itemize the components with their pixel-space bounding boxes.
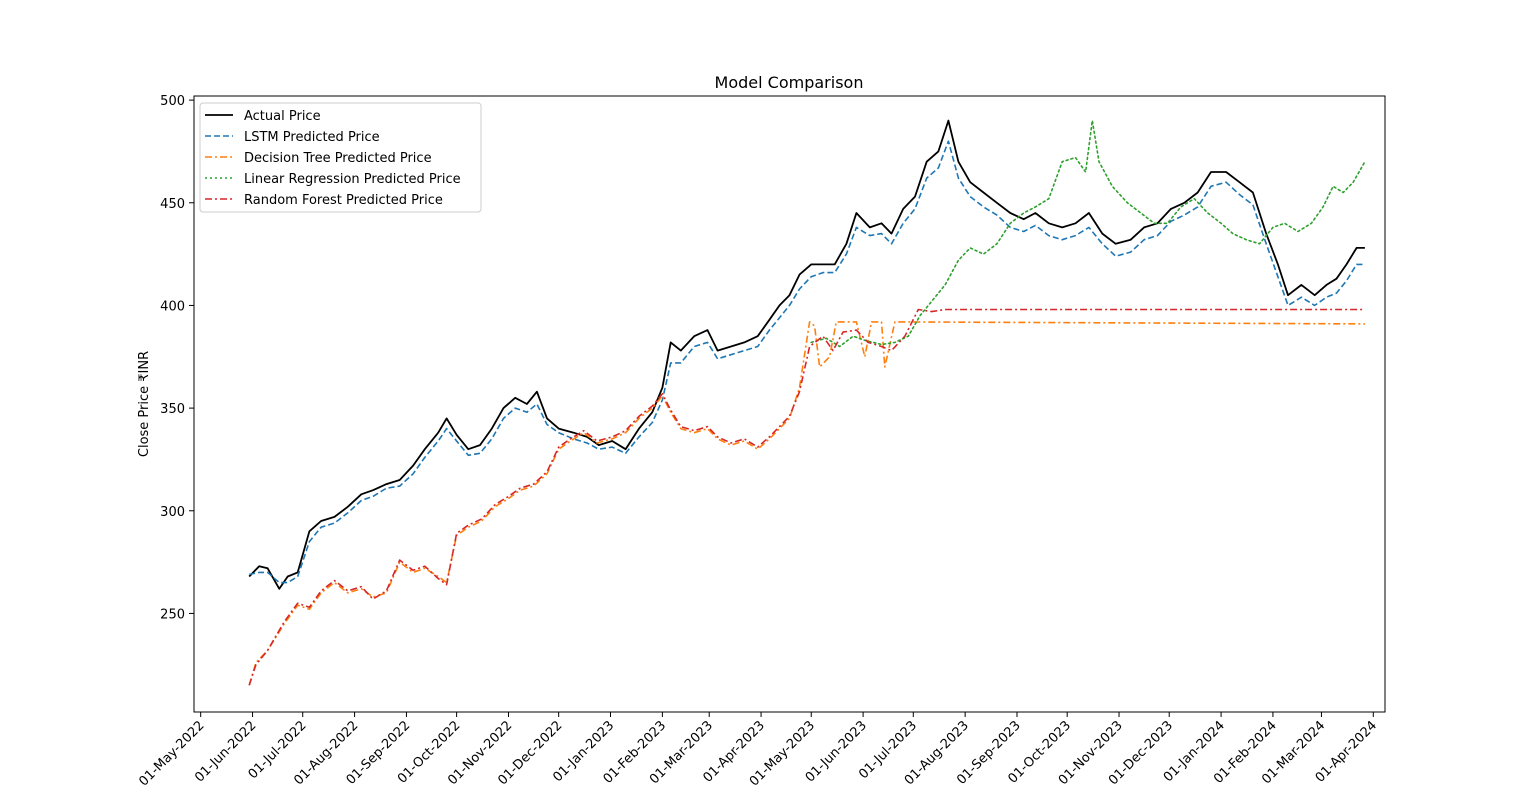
legend-box: [199, 102, 482, 213]
series-line-3: [810, 119, 1366, 348]
y-tick-label: 350: [160, 402, 185, 417]
legend: Actual Price LSTM Predicted Price Decision…: [199, 102, 482, 213]
y-tick-label: 450: [160, 197, 185, 212]
legend-label-1: LSTM Predicted Price: [244, 130, 380, 145]
plot-frame: [193, 95, 1386, 713]
series-line-4: [248, 308, 1365, 686]
legend-label-3: Linear Regression Predicted Price: [244, 172, 461, 187]
y-tick-label: 250: [160, 607, 185, 622]
series-line-1: [249, 140, 1365, 584]
legend-label-2: Decision Tree Predicted Price: [244, 151, 432, 166]
legend-label-0: Actual Price: [244, 109, 321, 124]
y-tick-label: 400: [160, 299, 185, 314]
chart-title: Model Comparison: [715, 73, 864, 92]
series-line-0: [248, 119, 1365, 590]
y-axis-label: Close Price ₹INR: [137, 351, 152, 457]
y-axis: 250 300 350 400 450 500: [160, 94, 194, 622]
legend-label-4: Random Forest Predicted Price: [244, 193, 443, 208]
y-tick-label: 500: [160, 94, 185, 109]
y-tick-label: 300: [160, 505, 185, 520]
series-layer: [248, 119, 1366, 686]
